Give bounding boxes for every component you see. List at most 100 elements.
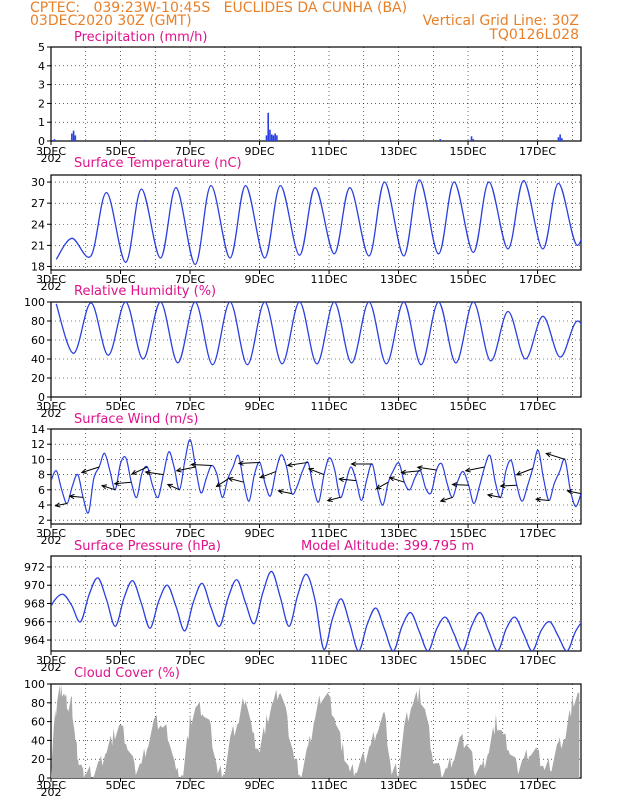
precip-bar [272,135,275,141]
wind-vector [308,468,325,476]
wind-vector [401,470,421,474]
precip-bar [557,137,560,141]
temperature-xtick-label: 3DEC [36,273,66,286]
pressure-xtick-label: 5DEC [105,654,135,667]
cloud-xtick-year-clipped: 202 [41,786,62,799]
wind-title: Surface Wind (m/s) [74,412,198,427]
pressure-xtick-label: 17DEC [519,654,556,667]
wind-vector [238,461,260,464]
wind-vector-head [515,470,522,476]
temperature-plot [55,179,581,266]
wind-vector [278,490,293,495]
cloud-xtick-label: 9DEC [244,779,274,792]
wind-vector-head [439,497,446,503]
precip-bar [71,133,73,141]
precipitation-ytick-label: 3 [38,79,45,92]
humidity-plot [55,302,581,366]
cloud-xtick-label: 5DEC [105,779,135,792]
humidity-ytick-label: 0 [38,391,45,404]
wind-vector [339,478,357,482]
wind-vector [567,490,581,495]
wind-vector [176,466,196,472]
cloud-xtick-label: 15DEC [449,779,486,792]
humidity-xtick-label: 9DEC [244,400,274,413]
precip-bar [274,133,276,141]
wind-vector [546,452,566,460]
wind-ytick-label: 6 [38,484,45,497]
precip-bar [51,140,54,141]
wind-vector [376,481,389,490]
temperature-xtick-label: 17DEC [519,273,556,286]
precip-bar [270,134,273,141]
pressure-xtick-label: 9DEC [244,654,274,667]
wind-ytick-label: 12 [31,438,45,451]
precipitation-ytick-label: 1 [38,116,45,129]
temperature-xtick-label: 9DEC [244,273,274,286]
wind-vector-head [215,481,222,488]
precipitation-xtick-label: 15DEC [449,145,486,158]
cloud-ytick-label: 80 [31,697,45,710]
wind-vector [55,502,68,507]
humidity-ytick-label: 40 [31,353,45,366]
temperature-xtick-label: 15DEC [449,273,486,286]
wind-vector [452,483,469,486]
pressure-panel: 964 966 968 970 972 3DEC 5DEC 7DEC 9DEC 11DEC 13DE… [24,539,582,674]
humidity-xtick-label: 5DEC [105,400,135,413]
precipitation-xtick-label: 11DEC [310,145,347,158]
precipitation-panel: 0 1 2 3 4 5 3DEC 5DEC 7DEC 9DEC 11DEC 13DEC 15DEC 17D… [36,30,582,165]
wind-vector-head [175,467,182,473]
wind-xtick-label: 5DEC [105,527,135,540]
wind-vector [131,466,148,475]
temperature-ytick-label: 21 [31,239,45,252]
wind-panel: 2 4 6 8 10 12 14 3DEC 5DEC 7DEC 9DEC 11DEC 13DEC 15DE… [31,412,582,547]
humidity-xtick-label: 3DEC [36,400,66,413]
temperature-xtick-label: 11DEC [310,273,347,286]
precip-bar [267,112,270,141]
wind-vector [487,494,501,498]
precipitation-xtick-label: 3DEC [36,145,66,158]
wind-xtick-label: 15DEC [449,527,486,540]
precipitation-xtick-year-clipped: 202 [41,152,62,165]
cloud-ytick-label: 60 [31,716,45,729]
humidity-xtick-label: 13DEC [380,400,417,413]
wind-vector-head [350,461,357,467]
wind-vector [81,466,100,473]
humidity-xtick-label: 7DEC [175,400,205,413]
wind-xtick-label: 17DEC [519,527,556,540]
wind-vector [389,477,405,483]
wind-vector [145,471,164,476]
wind-vector-head [375,484,382,490]
wind-vector-head [566,489,573,495]
humidity-xtick-label: 15DEC [449,400,486,413]
wind-vector [114,481,132,485]
humidity-frame [50,301,582,398]
precip-bar [74,135,77,141]
pressure-xtick-label: 7DEC [175,654,205,667]
wind-vector-head [54,502,61,508]
pressure-title: Surface Pressure (hPa) [74,539,221,554]
pressure-annotation: Model Altitude: 399.795 m [301,539,474,554]
wind-vector-head [80,468,87,474]
wind-ytick-label: 10 [31,453,45,466]
humidity-line [55,302,581,366]
temperature-frame [50,174,582,271]
temperature-xtick-year-clipped: 202 [41,280,62,293]
precipitation-frame [50,46,582,142]
wind-plot [51,438,581,514]
wind-vector-head [190,462,197,468]
temperature-panel: 18 21 24 27 30 3DEC 5DEC 7DEC 9DEC 11DEC 13DEC 15DE… [31,156,582,293]
wind-vector-head [326,496,333,503]
wind-vector-head [307,467,314,473]
precipitation-xtick-label: 17DEC [519,145,556,158]
precip-bar [439,139,442,141]
wind-vector-head [144,470,151,476]
wind-vector [69,495,84,498]
cloud-ytick-label: 0 [38,772,45,785]
precip-bar [265,135,268,141]
wind-ytick-label: 4 [38,499,45,512]
wind-vector-head [166,483,173,489]
wind-vector [417,466,437,471]
wind-ytick-label: 8 [38,469,45,482]
run-date-label: 03DEC2020 30Z (GMT) [30,13,192,29]
wind-vector [216,478,228,487]
